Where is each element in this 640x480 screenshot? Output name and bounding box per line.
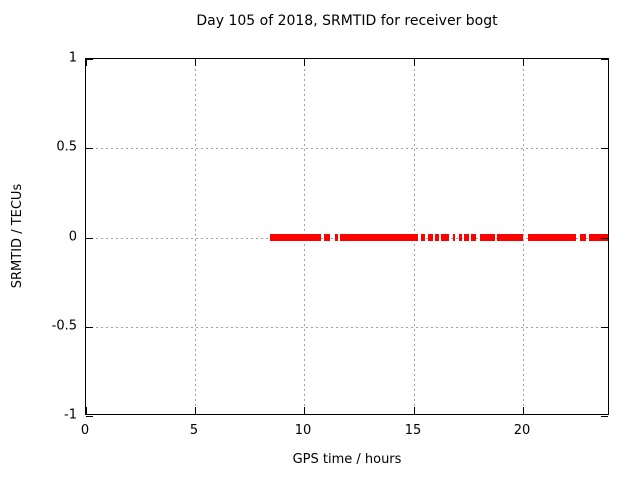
data-segment bbox=[588, 234, 608, 241]
plot-area bbox=[85, 58, 609, 417]
chart-title: Day 105 of 2018, SRMTID for receiver bog… bbox=[196, 13, 498, 29]
x-tick-mark-top bbox=[414, 59, 415, 66]
y-tick-mark-right bbox=[601, 59, 608, 60]
data-segment bbox=[452, 234, 455, 241]
y-tick-mark-left bbox=[86, 148, 93, 149]
x-axis-label: GPS time / hours bbox=[292, 452, 402, 467]
y-tick-label: -1 bbox=[64, 407, 77, 423]
x-tick-mark-top bbox=[304, 59, 305, 66]
y-tick-mark-right bbox=[601, 238, 608, 239]
data-segment bbox=[339, 234, 419, 241]
data-segment bbox=[434, 234, 439, 241]
y-tick-mark-left bbox=[86, 238, 93, 239]
data-segment bbox=[335, 234, 339, 241]
data-segment bbox=[479, 234, 495, 241]
data-segment bbox=[270, 234, 321, 241]
x-tick-label: 5 bbox=[189, 423, 199, 438]
x-tick-label: 10 bbox=[294, 423, 312, 438]
y-tick-mark-left bbox=[86, 59, 93, 60]
y-tick-mark-right bbox=[601, 327, 608, 328]
data-segment bbox=[579, 234, 586, 241]
data-segment bbox=[420, 234, 425, 241]
x-tick-mark-bottom bbox=[86, 407, 87, 414]
x-tick-mark-top bbox=[86, 59, 87, 66]
x-tick-mark-top bbox=[195, 59, 196, 66]
y-gridline bbox=[86, 148, 608, 149]
data-segment bbox=[458, 234, 462, 241]
y-tick-mark-left bbox=[86, 416, 93, 417]
x-gridline bbox=[523, 59, 524, 414]
x-tick-mark-top bbox=[523, 59, 524, 66]
data-segment bbox=[463, 234, 469, 241]
y-tick-mark-right bbox=[601, 148, 608, 149]
data-segment bbox=[324, 234, 330, 241]
y-tick-mark-right bbox=[601, 416, 608, 417]
x-tick-mark-bottom bbox=[195, 407, 196, 414]
x-tick-label: 20 bbox=[513, 423, 531, 438]
y-tick-label: 1 bbox=[68, 50, 77, 66]
x-gridline bbox=[195, 59, 196, 414]
data-segment bbox=[470, 234, 476, 241]
x-tick-label: 0 bbox=[80, 423, 90, 438]
data-segment bbox=[496, 234, 524, 241]
x-tick-mark-bottom bbox=[304, 407, 305, 414]
y-tick-label: 0 bbox=[68, 229, 77, 245]
x-tick-label: 15 bbox=[404, 423, 422, 438]
y-tick-label: -0.5 bbox=[51, 318, 77, 334]
data-segment bbox=[441, 234, 450, 241]
data-segment bbox=[427, 234, 434, 241]
y-tick-mark-left bbox=[86, 327, 93, 328]
y-gridline bbox=[86, 327, 608, 328]
x-tick-mark-bottom bbox=[523, 407, 524, 414]
y-tick-label: 0.5 bbox=[56, 139, 77, 155]
x-tick-mark-bottom bbox=[414, 407, 415, 414]
data-segment bbox=[527, 234, 576, 241]
